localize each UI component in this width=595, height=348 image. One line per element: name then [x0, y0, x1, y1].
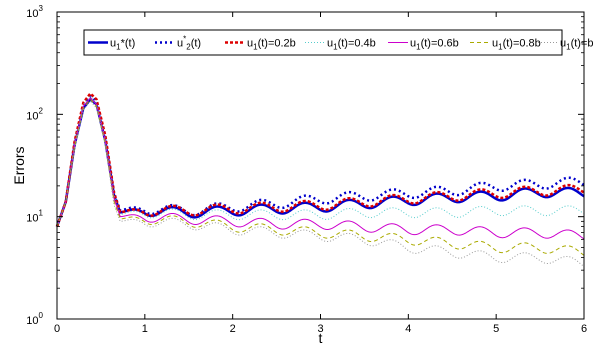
series-line-7: [56, 100, 585, 267]
y-tick-label: 100: [26, 311, 43, 327]
series-line-5: [56, 97, 585, 240]
series-line-2: [55, 95, 585, 227]
legend-label-3: u1(t)=0.2b: [247, 38, 296, 52]
legend-label-4: u1(t)=0.4b: [327, 38, 376, 52]
legend-label-2: u*2(t): [177, 35, 201, 52]
y-tick-label: 101: [26, 209, 43, 225]
x-axis-label: t: [319, 330, 323, 346]
legend-label-7: u1(t)=b: [560, 38, 594, 52]
legend-label-5: u1(t)=0.6b: [410, 38, 459, 52]
legend-label-6: u1(t)=0.8b: [492, 38, 541, 52]
plot-frame: [56, 11, 585, 320]
series-line-4: [56, 95, 585, 227]
legend: u1*(t) u*2(t) u1(t)=0.2b u1(t)=0.4b u1(t)=0.…: [83, 29, 594, 56]
legend-label-1: u1*(t): [110, 38, 135, 52]
series-layer: [55, 92, 585, 267]
series-line-1: [55, 98, 585, 227]
x-tick-label: 2: [230, 323, 236, 335]
y-tick-label: 103: [26, 4, 43, 20]
y-tick-label: 102: [26, 106, 43, 122]
series-line-3: [55, 92, 585, 227]
x-tick-label: 0: [54, 323, 60, 335]
x-tick-label: 6: [581, 323, 587, 335]
x-tick-label: 4: [405, 323, 411, 335]
y-axis-label: Errors: [11, 146, 27, 184]
x-tick-label: 5: [493, 323, 499, 335]
x-tick-label: 1: [142, 323, 148, 335]
x-tick-label: 3: [317, 323, 323, 335]
series-line-6: [56, 98, 585, 256]
